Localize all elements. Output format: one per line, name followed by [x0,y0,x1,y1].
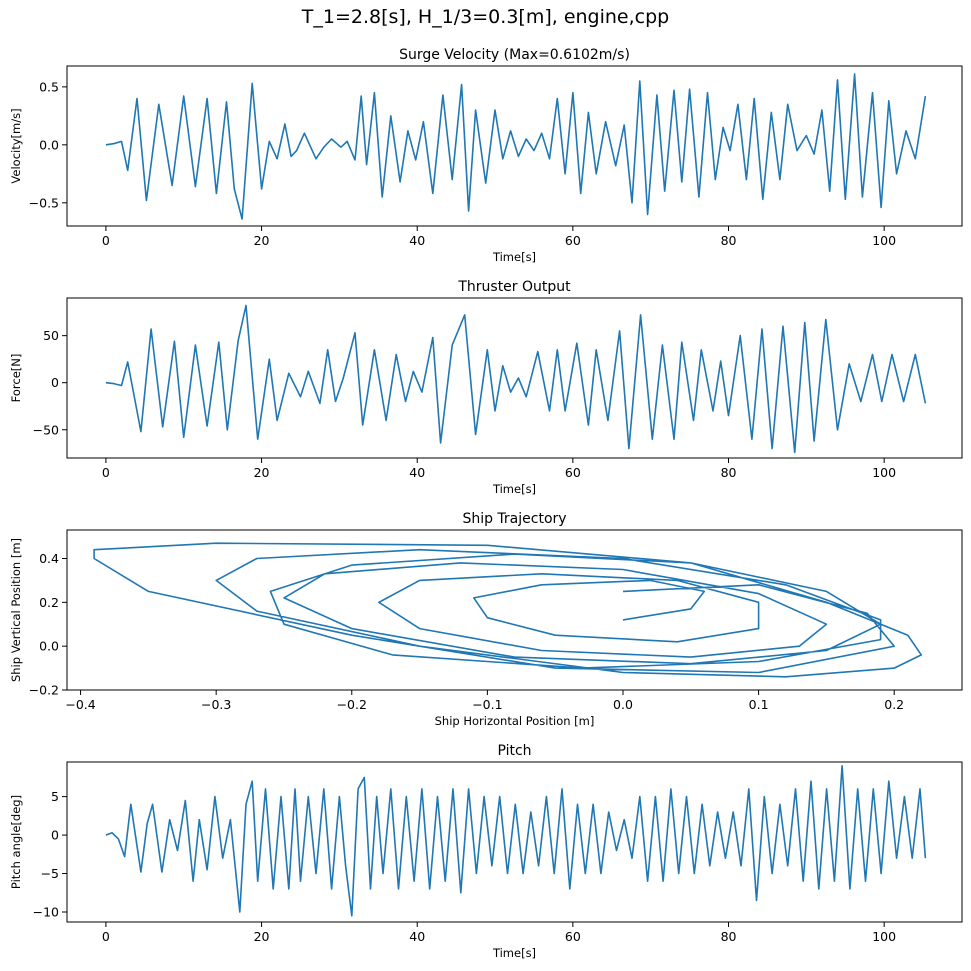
y-tick-label: 0 [51,828,59,843]
x-tick-label: −0.2 [337,697,367,712]
y-tick-label: 0.0 [39,639,59,654]
y-tick-label: 0.2 [39,595,59,610]
x-tick-label: 0.0 [613,697,633,712]
y-axis-label: Force[N] [9,354,23,403]
figure-title: T_1=2.8[s], H_1/3=0.3[m], engine,cpp [301,6,670,28]
subplot-title: Ship Trajectory [462,511,566,527]
y-axis-label: Pitch angle[deg] [9,795,23,889]
series-line-1-1 [105,73,927,220]
y-tick-label: 0.5 [39,79,59,94]
series-line-3-1 [93,542,923,678]
x-tick-label: 40 [409,929,425,944]
subplot-title: Surge Velocity (Max=0.6102m/s) [399,47,630,63]
x-axis-label: Time[s] [492,250,536,264]
x-tick-label: 80 [721,929,737,944]
x-tick-label: −0.4 [65,697,95,712]
x-tick-label: 60 [565,465,581,480]
subplot-title: Thruster Output [457,279,571,295]
x-tick-label: 0 [102,233,110,248]
x-axis-label: Time[s] [492,482,536,496]
y-tick-label: 0.0 [39,137,59,152]
y-tick-label: −0.2 [29,683,59,698]
y-tick-label: 5 [51,789,59,804]
axes-frame [66,297,963,459]
subplot-title: Pitch [497,743,531,759]
y-tick-label: −50 [33,422,59,437]
y-axis-label: Velocity[m/s] [9,108,23,183]
x-tick-label: 40 [409,233,425,248]
series-line-2-1 [105,304,927,454]
x-tick-label: 20 [254,465,270,480]
subplot-2: 0 20 40 60 80 100 −50 0 50 Thruster Output Time[s]… [9,279,963,496]
x-tick-label: 80 [721,465,737,480]
x-axis-label: Ship Horizontal Position [m] [435,714,595,728]
x-tick-label: 0.1 [749,697,769,712]
axes-frame [66,529,963,691]
subplot-4: 0 20 40 60 80 100 −10 −5 0 5 Pitch Time[s] Pitch ang… [9,743,963,960]
y-tick-label: −0.5 [29,195,59,210]
x-tick-label: 100 [872,929,896,944]
subplot-1: 0 20 40 60 80 100 −0.5 0.0 0.5 Surge Velocity (Ma… [9,47,963,264]
x-tick-label: 0 [102,929,110,944]
axes-frame [66,65,963,227]
x-tick-label: 80 [721,233,737,248]
y-tick-label: 50 [43,328,59,343]
axes-frame [66,761,963,923]
x-axis-label: Time[s] [492,946,536,960]
x-tick-label: −0.3 [201,697,231,712]
x-tick-label: 60 [565,233,581,248]
x-tick-label: 20 [254,233,270,248]
x-tick-label: 60 [565,929,581,944]
x-tick-label: −0.1 [472,697,502,712]
x-tick-label: 0.2 [884,697,904,712]
y-tick-label: 0 [51,375,59,390]
series-line-4-1 [105,764,927,917]
y-tick-label: −10 [33,905,59,920]
y-tick-label: −5 [41,866,59,881]
x-tick-label: 40 [409,465,425,480]
subplot-3: −0.4 −0.3 −0.2 −0.1 0.0 0.1 0.2 −0.2 0.0 0.2 0.4 Sh… [9,511,963,728]
x-tick-label: 100 [872,465,896,480]
y-axis-label: Ship Vertical Position [m] [9,538,23,682]
x-tick-label: 100 [872,233,896,248]
x-tick-label: 20 [254,929,270,944]
y-tick-label: 0.4 [39,551,59,566]
x-tick-label: 0 [102,465,110,480]
